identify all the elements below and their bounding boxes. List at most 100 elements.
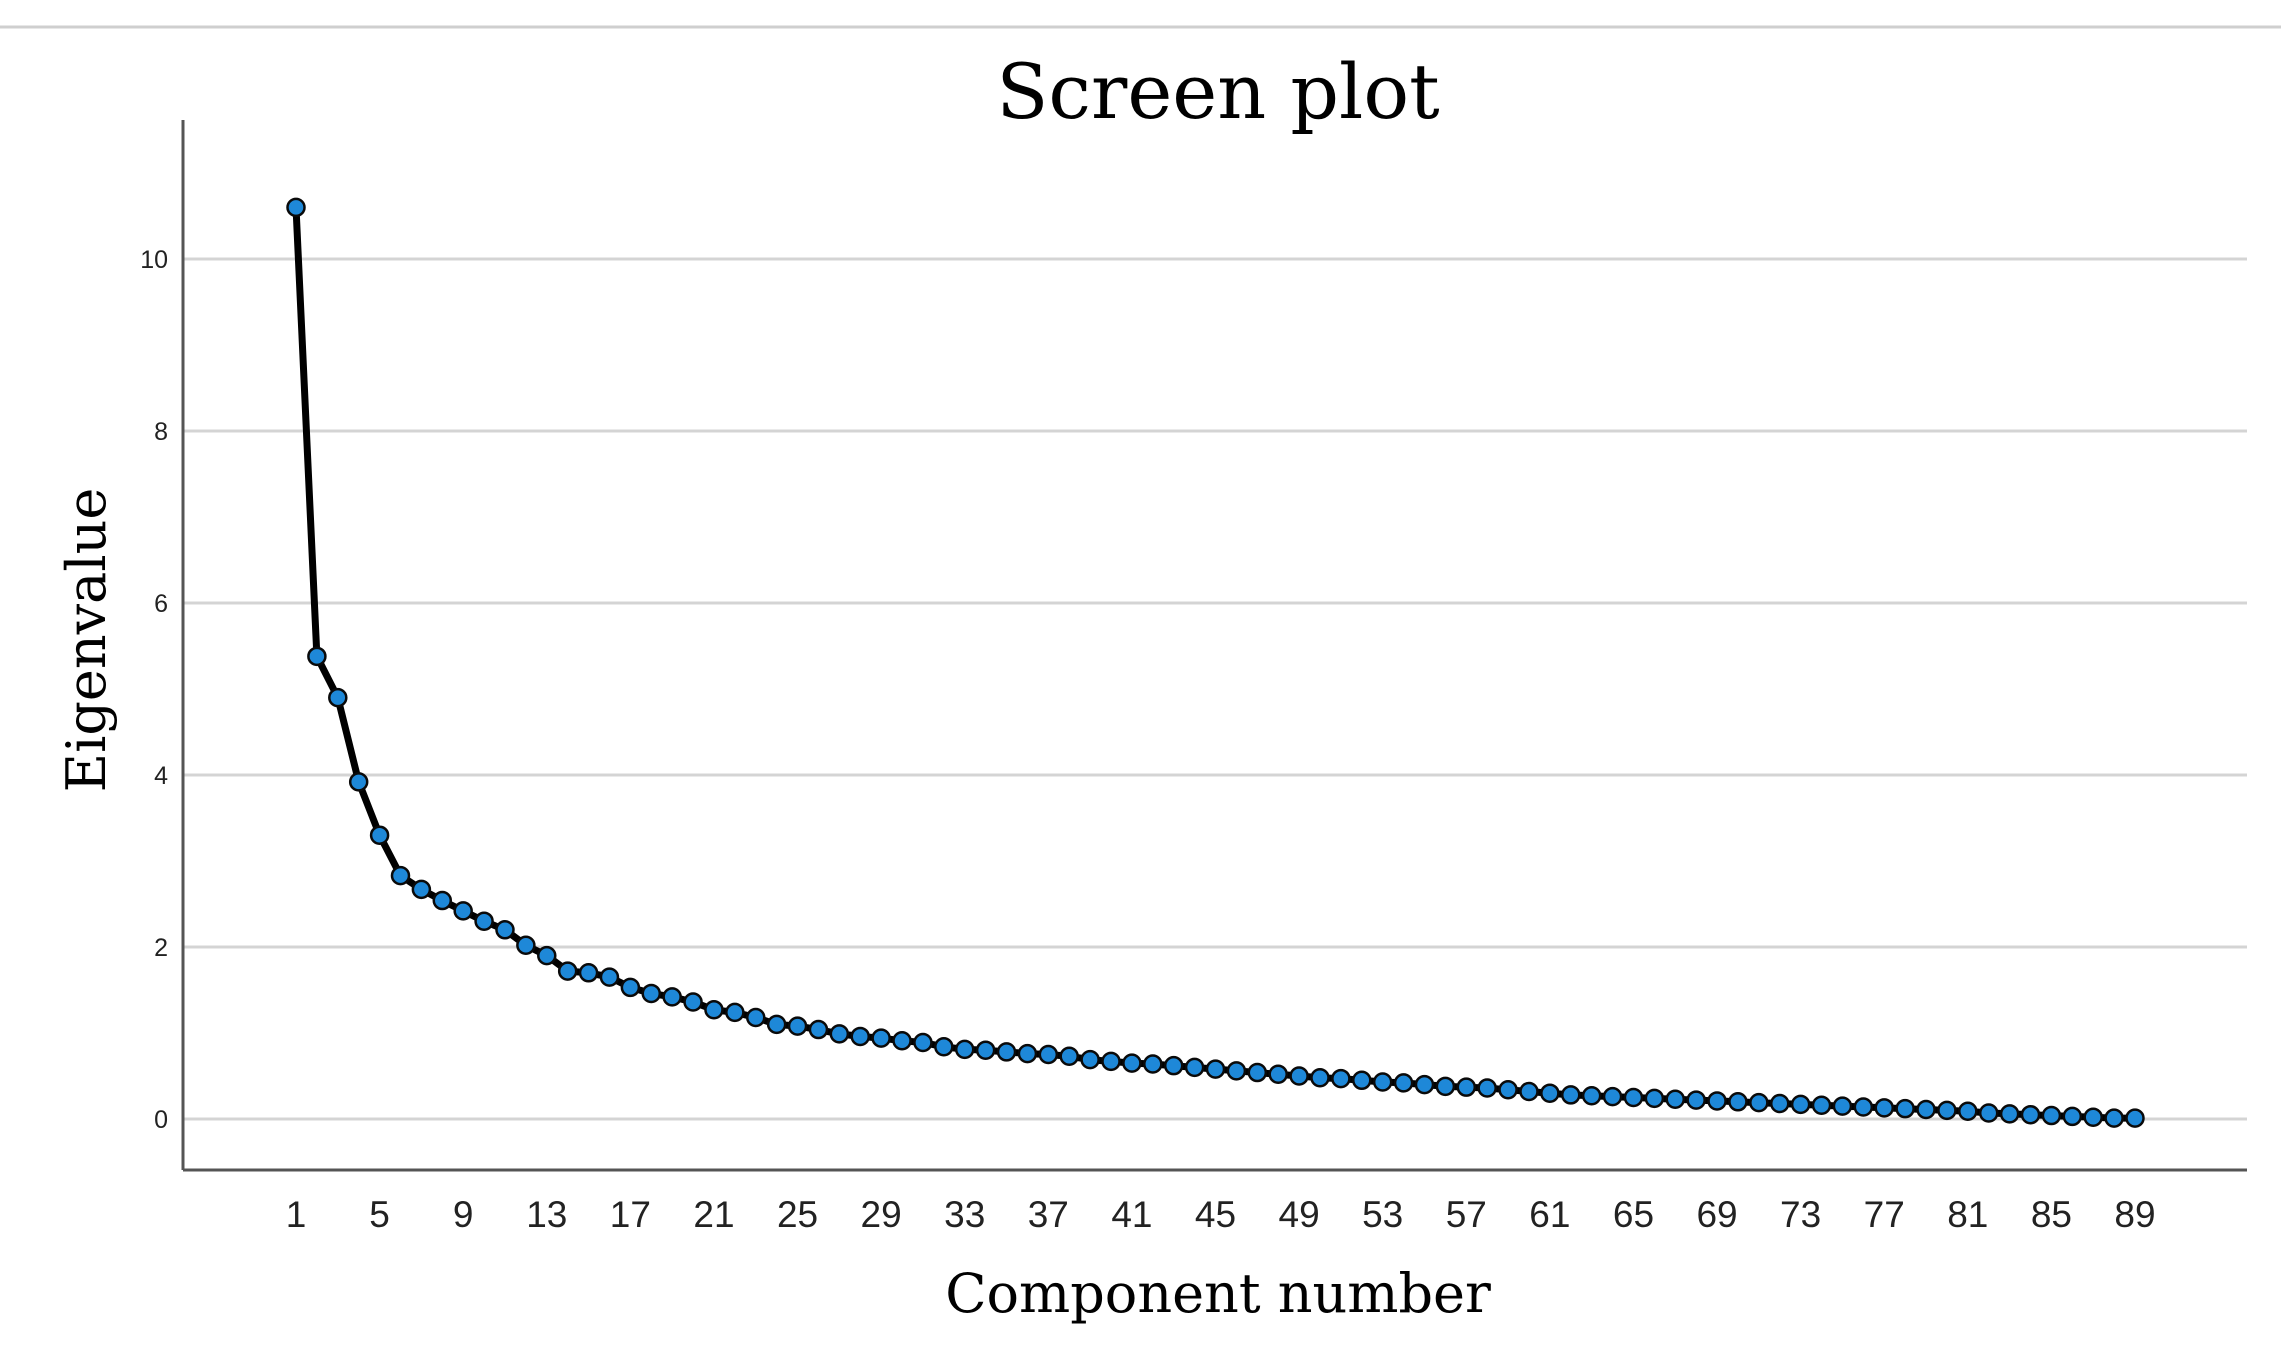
x-tick-label: 77: [1864, 1194, 1905, 1235]
x-tick-label: 61: [1529, 1194, 1570, 1235]
data-point: [787, 1016, 808, 1036]
data-point: [1623, 1087, 1644, 1108]
data-point: [2041, 1105, 2062, 1126]
data-point: [683, 992, 703, 1012]
data-point: [1393, 1073, 1414, 1093]
chart-title: Screen plot: [996, 47, 1439, 136]
data-point: [1540, 1083, 1560, 1103]
y-tick-label: 4: [154, 762, 168, 790]
x-tick-label: 29: [861, 1194, 902, 1235]
data-point: [286, 197, 306, 218]
data-point: [1769, 1093, 1790, 1114]
y-tick-label: 10: [140, 246, 168, 274]
data-point: [1080, 1049, 1100, 1070]
x-tick-label: 25: [777, 1194, 818, 1235]
data-point: [1456, 1077, 1477, 1097]
data-point: [1602, 1086, 1623, 1107]
x-tick-label: 57: [1446, 1194, 1487, 1235]
data-point: [892, 1030, 912, 1051]
x-tick-label: 85: [2031, 1194, 2072, 1235]
series-line: [292, 203, 2139, 1122]
data-point: [662, 987, 682, 1007]
data-point: [704, 1000, 724, 1020]
data-point: [495, 920, 515, 940]
axes: [181, 120, 2247, 1172]
x-tick-label: 33: [944, 1194, 985, 1235]
x-tick-label: 65: [1613, 1194, 1654, 1235]
data-point: [1707, 1091, 1727, 1111]
x-tick-label: 41: [1111, 1194, 1152, 1235]
data-point: [934, 1037, 954, 1057]
data-point: [1978, 1103, 1999, 1123]
x-tick-label: 73: [1780, 1194, 1821, 1235]
data-point: [1853, 1097, 1874, 1117]
x-tick-label: 21: [693, 1194, 734, 1235]
data-point: [746, 1007, 766, 1028]
data-point: [348, 772, 369, 792]
x-tick-label: 45: [1195, 1194, 1236, 1235]
data-point: [1958, 1101, 1978, 1122]
y-tick-label: 0: [154, 1106, 168, 1134]
x-tick-label: 69: [1696, 1194, 1737, 1235]
data-point: [1205, 1059, 1226, 1079]
data-point: [1017, 1043, 1038, 1064]
data-point: [1581, 1086, 1602, 1106]
data-point: [1519, 1081, 1539, 1102]
data-point: [1101, 1051, 1121, 1072]
data-point: [1686, 1090, 1706, 1110]
x-tick-label: 49: [1279, 1194, 1320, 1235]
x-tick-label: 13: [526, 1194, 567, 1235]
data-point: [1644, 1088, 1665, 1109]
data-point: [1352, 1070, 1372, 1091]
data-point: [1184, 1057, 1205, 1078]
data-point: [1122, 1053, 1142, 1073]
x-axis-label: Component number: [945, 1262, 1491, 1325]
x-tick-label: 37: [1028, 1194, 1069, 1235]
data-point: [2125, 1108, 2145, 1128]
data-point: [307, 646, 327, 667]
data-point: [1310, 1067, 1330, 1088]
data-point: [1059, 1046, 1079, 1066]
data-point: [1372, 1072, 1393, 1092]
data-point: [1247, 1062, 1268, 1083]
data-point: [1832, 1096, 1853, 1116]
x-tick-label: 1: [286, 1194, 307, 1235]
data-point: [1790, 1094, 1811, 1115]
x-tick-label: 53: [1362, 1194, 1403, 1235]
data-point: [850, 1026, 870, 1047]
data-point: [620, 977, 641, 998]
data-point: [1665, 1089, 1685, 1109]
data-point: [1226, 1061, 1247, 1081]
data-point: [1874, 1098, 1894, 1118]
y-tick-label: 8: [154, 418, 168, 446]
data-point: [1268, 1064, 1288, 1085]
data-point: [1811, 1095, 1832, 1115]
data-point: [1937, 1100, 1957, 1121]
data-point: [871, 1028, 891, 1048]
data-point: [1895, 1098, 1915, 1119]
data-point: [1289, 1066, 1309, 1086]
data-point: [411, 879, 432, 900]
data-point: [1331, 1068, 1351, 1089]
data-point: [975, 1040, 996, 1060]
data-point: [1498, 1080, 1518, 1100]
y-tick-label: 2: [154, 934, 168, 962]
y-tick-labels: 0 2 4 6 8 10: [140, 246, 168, 1134]
data-point: [2083, 1107, 2103, 1128]
data-point: [996, 1042, 1017, 1062]
x-tick-label: 9: [453, 1194, 474, 1235]
data-point: [328, 687, 348, 708]
data-point: [599, 967, 620, 987]
x-tick-label: 81: [1947, 1194, 1988, 1235]
data-point: [1728, 1092, 1748, 1112]
data-point: [1999, 1104, 2020, 1124]
data-point: [1749, 1092, 1769, 1113]
data-point: [369, 825, 390, 845]
y-axis-label: Eigenvalue: [55, 488, 118, 793]
data-point: [954, 1039, 975, 1060]
data-point: [432, 890, 453, 911]
data-point: [1143, 1054, 1163, 1074]
data-point: [1163, 1055, 1184, 1076]
data-point: [1477, 1078, 1497, 1098]
